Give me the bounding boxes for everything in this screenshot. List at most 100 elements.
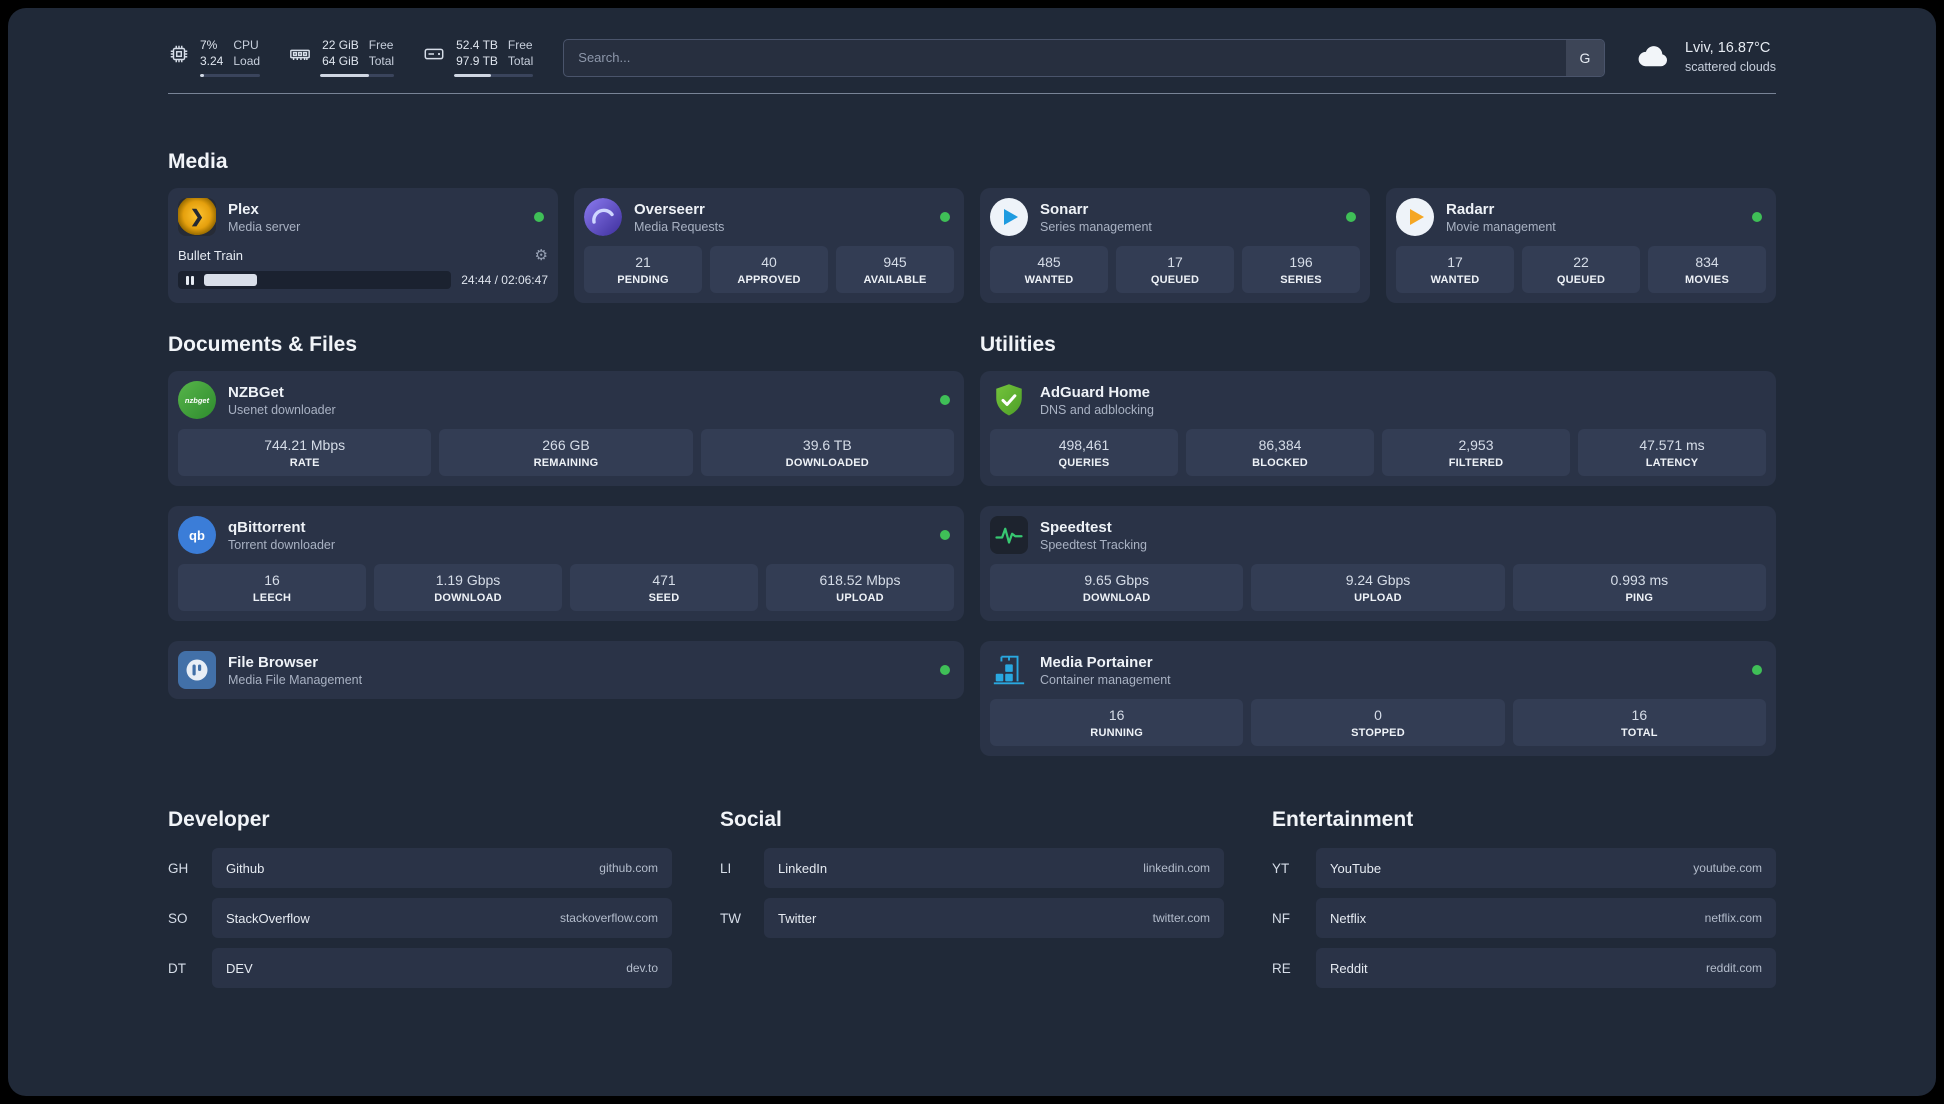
stat-label: SERIES [1280, 274, 1322, 287]
weather-condition: scattered clouds [1684, 59, 1776, 74]
bookmark-link[interactable]: LinkedIn linkedin.com [764, 848, 1224, 889]
stat-label: UPLOAD [1354, 592, 1402, 605]
bookmark-link[interactable]: StackOverflow stackoverflow.com [212, 898, 672, 939]
app-card-portainer[interactable]: Media Portainer Container management 16 R… [980, 641, 1776, 757]
disk-metric: 52.4 TB 97.9 TB Free Total [422, 38, 534, 78]
app-name: File Browser [228, 653, 319, 671]
app-description: Media server [228, 219, 301, 234]
app-card-plex[interactable]: ❯ Plex Media server Bullet Train ⚙ [168, 188, 558, 304]
stat-value: 16 [1108, 707, 1125, 724]
stat-label: AVAILABLE [863, 274, 927, 287]
stat-value: 47.571 ms [1639, 437, 1705, 454]
app-card-qbittorrent[interactable]: qb qBittorrent Torrent downloader 16 LEEC… [168, 506, 964, 622]
bookmark-link[interactable]: Twitter twitter.com [764, 898, 1224, 939]
stat-stopped: 0 STOPPED [1251, 699, 1505, 747]
playback-time: 24:44 / 02:06:47 [461, 273, 548, 288]
bookmark-link[interactable]: Netflix netflix.com [1316, 898, 1776, 939]
stat-latency: 47.571 ms LATENCY [1578, 429, 1766, 477]
stat-ping: 0.993 ms PING [1512, 564, 1766, 612]
stat-label: RATE [289, 457, 320, 470]
stat-label: DOWNLOAD [434, 592, 502, 605]
bookmark-domain: twitter.com [1152, 911, 1210, 926]
stat-label: MOVIES [1685, 274, 1729, 287]
app-name: Plex [228, 200, 259, 218]
bookmark-link[interactable]: Github github.com [212, 848, 672, 889]
section-title-utilities: Utilities [980, 333, 1056, 357]
playback-progress-bar[interactable] [178, 271, 452, 290]
stat-value: 40 [761, 254, 777, 271]
stat-movies: 834 MOVIES [1648, 246, 1766, 294]
app-description: Usenet downloader [228, 402, 336, 417]
stat-value: 22 [1573, 254, 1589, 271]
stat-download: 1.19 Gbps DOWNLOAD [374, 564, 562, 612]
disk-progress-bar [454, 74, 534, 78]
stat-label: UPLOAD [836, 592, 884, 605]
stat-value: 17 [1167, 254, 1183, 271]
app-card-filebrowser[interactable]: File Browser Media File Management [168, 641, 964, 700]
weather-location: Lviv, 16.87°C [1684, 40, 1771, 57]
section-title-media: Media [168, 150, 228, 174]
portainer-icon [990, 651, 1028, 689]
app-description: Container management [1040, 672, 1171, 687]
gear-icon[interactable]: ⚙ [534, 247, 548, 265]
app-card-nzbget[interactable]: nzbget NZBGet Usenet downloader 744.21 M… [168, 371, 964, 487]
stat-value: 86,384 [1258, 437, 1302, 454]
app-card-sonarr[interactable]: Sonarr Series management 485 WANTED 17 QUEU… [980, 188, 1370, 304]
bookmark-link[interactable]: Reddit reddit.com [1316, 948, 1776, 989]
app-description: Media File Management [228, 672, 363, 687]
app-card-speedtest[interactable]: Speedtest Speedtest Tracking 9.65 Gbps DO… [980, 506, 1776, 622]
bookmark-twitter: TW Twitter twitter.com [720, 898, 1224, 939]
stat-upload: 618.52 Mbps UPLOAD [766, 564, 954, 612]
stat-downloaded: 39.6 TB DOWNLOADED [700, 429, 954, 477]
search-engine-button[interactable]: G [1565, 39, 1604, 76]
stat-label: TOTAL [1620, 727, 1658, 740]
app-card-overseerr[interactable]: Overseerr Media Requests 21 PENDING 40 APPR… [574, 188, 964, 304]
bookmark-abbr: DT [168, 960, 186, 976]
stat-label: BLOCKED [1252, 457, 1308, 470]
stat-value: 266 GB [542, 437, 590, 454]
stat-label: RUNNING [1090, 727, 1144, 740]
stat-queued: 22 QUEUED [1522, 246, 1640, 294]
bookmark-linkedin: LI LinkedIn linkedin.com [720, 848, 1224, 889]
stat-label: FILTERED [1448, 457, 1504, 470]
app-card-radarr[interactable]: Radarr Movie management 17 WANTED 22 QUEUED… [1386, 188, 1776, 304]
app-name: Speedtest [1040, 518, 1112, 536]
search-input[interactable] [563, 38, 1605, 77]
bookmark-domain: reddit.com [1705, 961, 1762, 976]
filebrowser-icon [178, 651, 216, 690]
stat-total: 16 TOTAL [1512, 699, 1766, 747]
sonarr-icon [990, 198, 1028, 237]
stat-value: 196 [1289, 254, 1313, 271]
app-description: DNS and adblocking [1040, 402, 1154, 417]
stat-filtered: 2,953 FILTERED [1382, 429, 1570, 477]
stat-value: 834 [1695, 254, 1719, 271]
stat-label: WANTED [1430, 274, 1480, 287]
ram-icon [288, 43, 312, 65]
stat-label: LATENCY [1645, 457, 1699, 470]
disk-labels: Free Total [507, 38, 534, 68]
cpu-icon [168, 43, 190, 65]
bookmark-name: LinkedIn [778, 860, 828, 876]
bookmark-group-developer: Developer GH Github github.com SO StackOverf… [168, 808, 672, 989]
bookmark-abbr: NF [1272, 910, 1290, 926]
bookmark-stackoverflow: SO StackOverflow stackoverflow.com [168, 898, 672, 939]
section-utilities: Utilities [980, 333, 1776, 757]
stat-value: 471 [652, 572, 676, 589]
top-bar: 7% 3.24 CPU Load [168, 38, 1776, 78]
app-card-adguard[interactable]: AdGuard Home DNS and adblocking 498,461 Q… [980, 371, 1776, 487]
section-title-social: Social [720, 808, 782, 832]
stat-series: 196 SERIES [1242, 246, 1360, 294]
bookmark-link[interactable]: DEV dev.to [212, 948, 672, 989]
bookmark-link[interactable]: YouTube youtube.com [1316, 848, 1776, 889]
stat-value: 16 [1631, 707, 1648, 724]
dashboard: 7% 3.24 CPU Load [8, 8, 1936, 1096]
pause-icon[interactable] [186, 275, 194, 285]
speedtest-icon [990, 516, 1028, 555]
bookmark-domain: github.com [599, 861, 658, 876]
plex-icon: ❯ [178, 198, 216, 237]
status-dot [940, 665, 950, 676]
bookmark-abbr: GH [168, 860, 189, 876]
ram-values: 22 GiB 64 GiB [322, 38, 359, 68]
stat-rate: 744.21 Mbps RATE [178, 429, 432, 477]
search-bar: G [563, 38, 1605, 77]
